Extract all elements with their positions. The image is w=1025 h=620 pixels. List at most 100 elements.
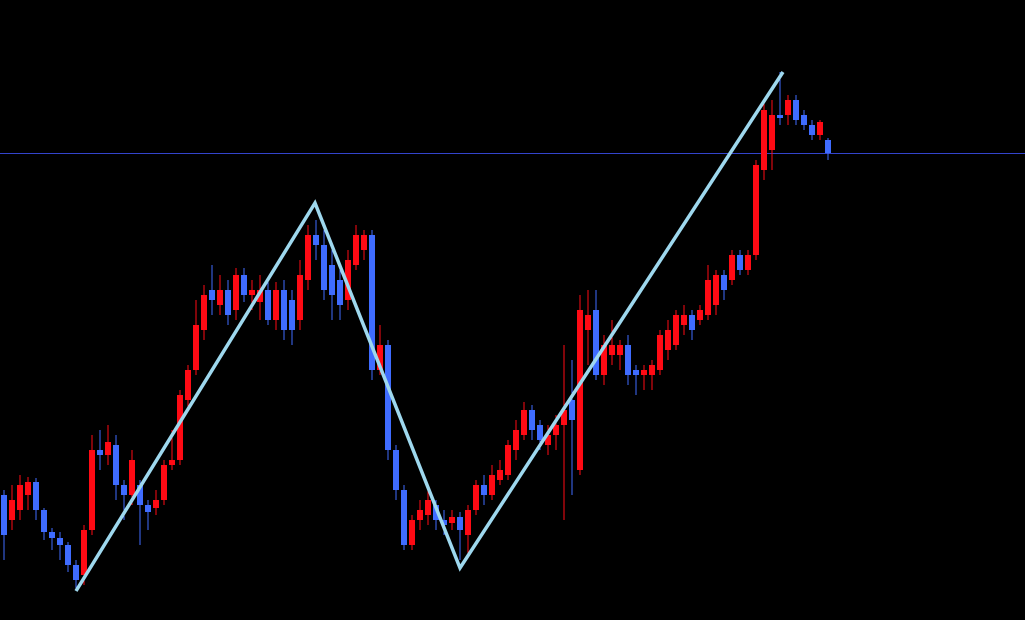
candle-body xyxy=(57,538,63,545)
candle-body xyxy=(697,310,703,320)
candle-body xyxy=(1,495,7,535)
candle-body xyxy=(705,280,711,315)
candle-body xyxy=(593,310,599,375)
candle-body xyxy=(377,345,383,370)
candle-body xyxy=(449,517,455,523)
candle-body xyxy=(177,395,183,460)
candle-body xyxy=(817,122,823,135)
candle-body xyxy=(113,445,119,485)
candle-body xyxy=(201,295,207,330)
candle-body xyxy=(129,460,135,495)
candle-body xyxy=(489,475,495,495)
candle-body xyxy=(793,100,799,120)
candle-body xyxy=(689,315,695,330)
candle-body xyxy=(601,345,607,375)
candle-body xyxy=(737,255,743,270)
candle-body xyxy=(217,290,223,305)
candle-body xyxy=(409,520,415,545)
candle-body xyxy=(321,245,327,290)
candle-body xyxy=(465,510,471,535)
candle-body xyxy=(241,275,247,295)
candle-body xyxy=(401,490,407,545)
candle-body xyxy=(289,300,295,330)
candle-body xyxy=(49,532,55,538)
candle-body xyxy=(769,115,775,150)
candle-body xyxy=(185,370,191,400)
candle-body xyxy=(433,505,439,520)
candle-body xyxy=(33,482,39,510)
candle-body xyxy=(721,275,727,290)
candle-body xyxy=(313,235,319,245)
candle-body xyxy=(297,275,303,320)
candle-body xyxy=(729,255,735,280)
candle-body xyxy=(609,345,615,355)
candle-body xyxy=(585,315,591,330)
candle-body xyxy=(625,345,631,375)
candle-body xyxy=(17,485,23,510)
candle-body xyxy=(537,425,543,440)
candle-body xyxy=(569,400,575,420)
candle-body xyxy=(145,505,151,512)
candle-body xyxy=(25,482,31,495)
candle-body xyxy=(641,370,647,375)
candle-body xyxy=(513,430,519,450)
candle-body xyxy=(233,275,239,310)
candle-body xyxy=(673,315,679,345)
candle-body xyxy=(745,255,751,270)
candle-body xyxy=(457,517,463,530)
candle-body xyxy=(169,460,175,465)
candle-body xyxy=(353,235,359,265)
candle-body xyxy=(209,290,215,300)
candle-body xyxy=(257,290,263,302)
candle-body xyxy=(225,290,231,315)
candle-body xyxy=(529,410,535,430)
candle-body xyxy=(521,410,527,435)
candle-body xyxy=(545,435,551,445)
candle-body xyxy=(473,485,479,510)
candle-body xyxy=(497,470,503,480)
candle-body xyxy=(633,370,639,375)
candle-body xyxy=(41,510,47,532)
candle-body xyxy=(273,290,279,320)
candle-body xyxy=(657,335,663,370)
candle-body xyxy=(417,510,423,520)
candle-body xyxy=(553,425,559,435)
candle-body xyxy=(777,115,783,118)
candle-body xyxy=(577,310,583,470)
candle-body xyxy=(441,520,447,525)
candle-body xyxy=(161,465,167,500)
candle-body xyxy=(81,530,87,575)
candle-body xyxy=(385,345,391,450)
candle-body xyxy=(425,500,431,515)
candle-body xyxy=(121,485,127,495)
candle-body xyxy=(97,450,103,455)
candle-body xyxy=(345,260,351,300)
candles xyxy=(1,72,831,590)
candle-body xyxy=(617,345,623,355)
candle-body xyxy=(73,565,79,580)
candle-body xyxy=(329,265,335,295)
candle-body xyxy=(281,290,287,330)
candle-body xyxy=(681,315,687,325)
candle-body xyxy=(153,500,159,508)
candle-body xyxy=(505,445,511,475)
candle-body xyxy=(649,365,655,375)
candle-body xyxy=(801,115,807,125)
candle-body xyxy=(89,450,95,530)
zigzag-overlay xyxy=(74,71,785,592)
candle-body xyxy=(265,290,271,320)
candle-body xyxy=(761,110,767,170)
candle-body xyxy=(65,545,71,565)
candle-body xyxy=(393,450,399,490)
candle-body xyxy=(713,275,719,305)
candle-body xyxy=(753,165,759,255)
candle-body xyxy=(137,485,143,505)
candle-body xyxy=(809,125,815,135)
candle-body xyxy=(785,100,791,115)
candle-body xyxy=(105,442,111,455)
candle-body xyxy=(249,290,255,295)
candle-body xyxy=(193,325,199,370)
candle-body xyxy=(9,500,15,520)
